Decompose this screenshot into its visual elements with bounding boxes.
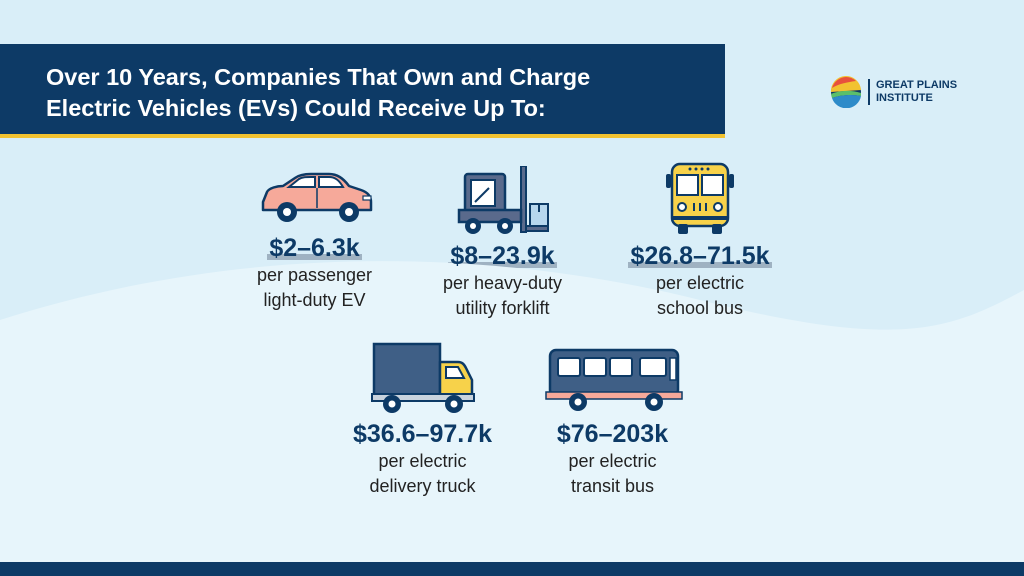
amount-school-bus: $26.8–71.5k — [628, 242, 772, 270]
desc-delivery-truck-line-2: delivery truck — [369, 476, 476, 496]
item-delivery-truck: $36.6–97.7k per electric delivery truck — [335, 342, 510, 498]
forklift-icon — [457, 166, 549, 234]
logo-mark-icon — [830, 76, 861, 108]
desc-transit-bus-line-1: per electric — [568, 451, 657, 471]
desc-light-duty-ev-line-2: light-duty EV — [263, 290, 366, 310]
desc-school-bus-line-1: per electric — [655, 273, 745, 293]
desc-delivery-truck-line-1: per electric — [378, 451, 467, 471]
amount-transit-bus: $76–203k — [554, 420, 671, 448]
logo-text-line-1: GREAT PLAINS — [876, 79, 958, 91]
item-school-bus: $26.8–71.5k per electric school bus — [610, 162, 790, 320]
title-banner: Over 10 Years, Companies That Own and Ch… — [0, 44, 725, 138]
transit-bus-icon — [544, 348, 683, 411]
delivery-truck-icon — [370, 342, 475, 413]
school-bus-icon — [666, 162, 734, 234]
desc-transit-bus-line-2: transit bus — [570, 476, 655, 496]
desc-light-duty-ev-line-1: per passenger — [256, 265, 373, 285]
amount-light-duty-ev: $2–6.3k — [267, 234, 363, 262]
desc-school-bus-line-2: school bus — [656, 298, 744, 318]
item-transit-bus: $76–203k per electric transit bus — [530, 346, 695, 498]
bottom-bar — [0, 562, 1024, 576]
desc-utility-forklift-line-2: utility forklift — [455, 298, 550, 318]
logo-divider — [868, 79, 870, 105]
item-light-duty-ev: $2–6.3k per passenger light-duty EV — [232, 166, 397, 312]
title-line-1: Over 10 Years, Companies That Own and Ch… — [46, 64, 591, 90]
logo-text: GREAT PLAINS INSTITUTE — [876, 79, 957, 105]
amount-delivery-truck: $36.6–97.7k — [350, 420, 495, 448]
logo-text-line-2: INSTITUTE — [876, 92, 933, 104]
title-line-2: Electric Vehicles (EVs) Could Receive Up… — [46, 95, 546, 121]
item-utility-forklift: $8–23.9k per heavy-duty utility forklift — [420, 166, 585, 320]
car-icon — [261, 172, 372, 222]
amount-utility-forklift: $8–23.9k — [448, 242, 557, 270]
desc-utility-forklift-line-1: per heavy-duty — [442, 273, 563, 293]
